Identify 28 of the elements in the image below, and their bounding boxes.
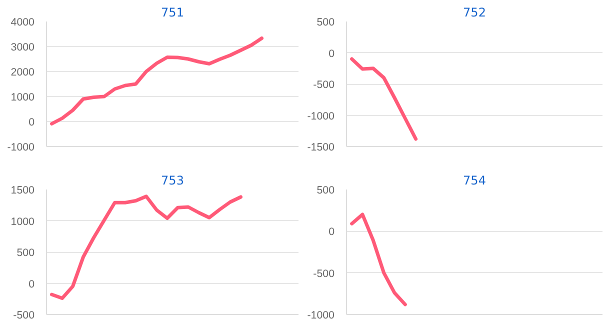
y-tick-label: -500 <box>313 79 335 91</box>
y-tick-label: 4000 <box>10 16 35 28</box>
y-tick-label: 1000 <box>10 92 35 104</box>
y-tick-label: -1000 <box>307 310 335 322</box>
y-tick-label: 500 <box>316 16 335 28</box>
line-series <box>50 194 242 300</box>
y-tick-label: -1500 <box>307 142 335 154</box>
y-tick-label: 0 <box>28 116 35 128</box>
y-tick-label: 2000 <box>10 66 35 78</box>
y-tick-label: 0 <box>328 48 335 60</box>
chart-title: 752 <box>463 6 486 20</box>
y-tick-label: -500 <box>313 268 335 280</box>
y-tick-label: 500 <box>16 247 35 259</box>
y-tick-label: -500 <box>13 310 35 322</box>
y-tick-label: -1000 <box>307 110 335 122</box>
line-series <box>50 36 264 126</box>
y-tick-label: 3000 <box>10 42 35 54</box>
chart-title: 751 <box>161 6 184 20</box>
y-tick-label: 0 <box>28 278 35 290</box>
line-series <box>350 57 418 141</box>
y-tick-label: 0 <box>328 226 335 238</box>
y-tick-label: 1500 <box>10 184 35 196</box>
chart-title: 754 <box>463 174 486 188</box>
chart-title: 753 <box>161 174 184 188</box>
line-series <box>350 212 407 306</box>
y-tick-label: 500 <box>316 184 335 196</box>
y-tick-label: -1000 <box>7 142 35 154</box>
y-tick-label: 1000 <box>10 216 35 228</box>
